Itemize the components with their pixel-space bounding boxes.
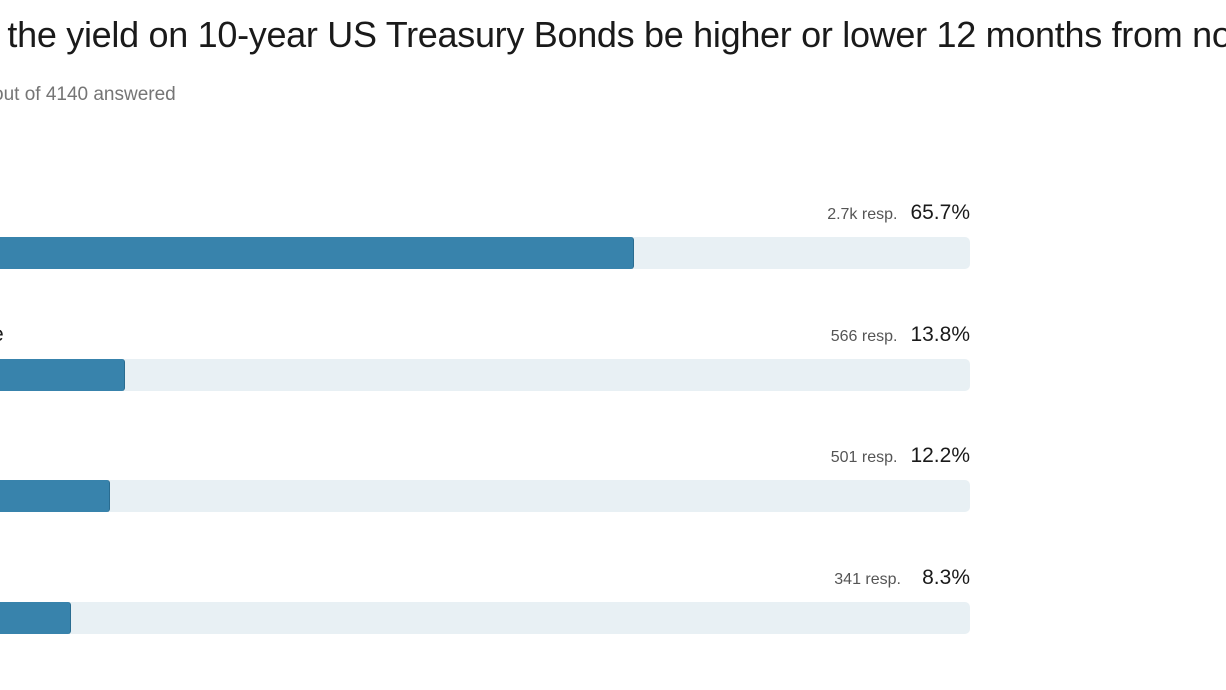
percentage-label: 65.7% (910, 201, 970, 224)
bar-fill (0, 480, 110, 512)
bar-fill (0, 237, 634, 269)
answer-stats: 2.7k resp. 65.7% (827, 201, 970, 225)
bar-track (0, 602, 970, 634)
bar-track (0, 359, 970, 391)
response-count: 501 resp. (830, 449, 898, 466)
response-count: 341 resp. (834, 571, 901, 588)
response-count: 2.7k resp. (827, 206, 898, 223)
bar-fill (0, 602, 72, 634)
question-title: l the yield on 10-year US Treasury Bonds… (0, 14, 1226, 55)
response-count: 566 resp. (830, 328, 898, 345)
answered-count: out of 4140 answered (0, 84, 176, 105)
percentage-label: 8.3% (922, 566, 970, 589)
answer-label: e (0, 323, 4, 347)
bar-fill (0, 359, 126, 391)
answer-row: 501 resp. 12.2% (0, 444, 972, 534)
answer-row: e 566 resp. 13.8% (0, 323, 972, 413)
bar-track (0, 237, 970, 269)
percentage-label: 13.8% (910, 323, 970, 346)
bar-track (0, 480, 970, 512)
answer-row: r 2.7k resp. 65.7% (0, 201, 972, 291)
answer-row: r 341 resp. 8.3% (0, 566, 972, 656)
answer-stats: 566 resp. 13.8% (831, 323, 970, 347)
percentage-label: 12.2% (910, 444, 970, 467)
answer-stats: 341 resp. 8.3% (834, 566, 970, 590)
answer-stats: 501 resp. 12.2% (831, 444, 970, 468)
